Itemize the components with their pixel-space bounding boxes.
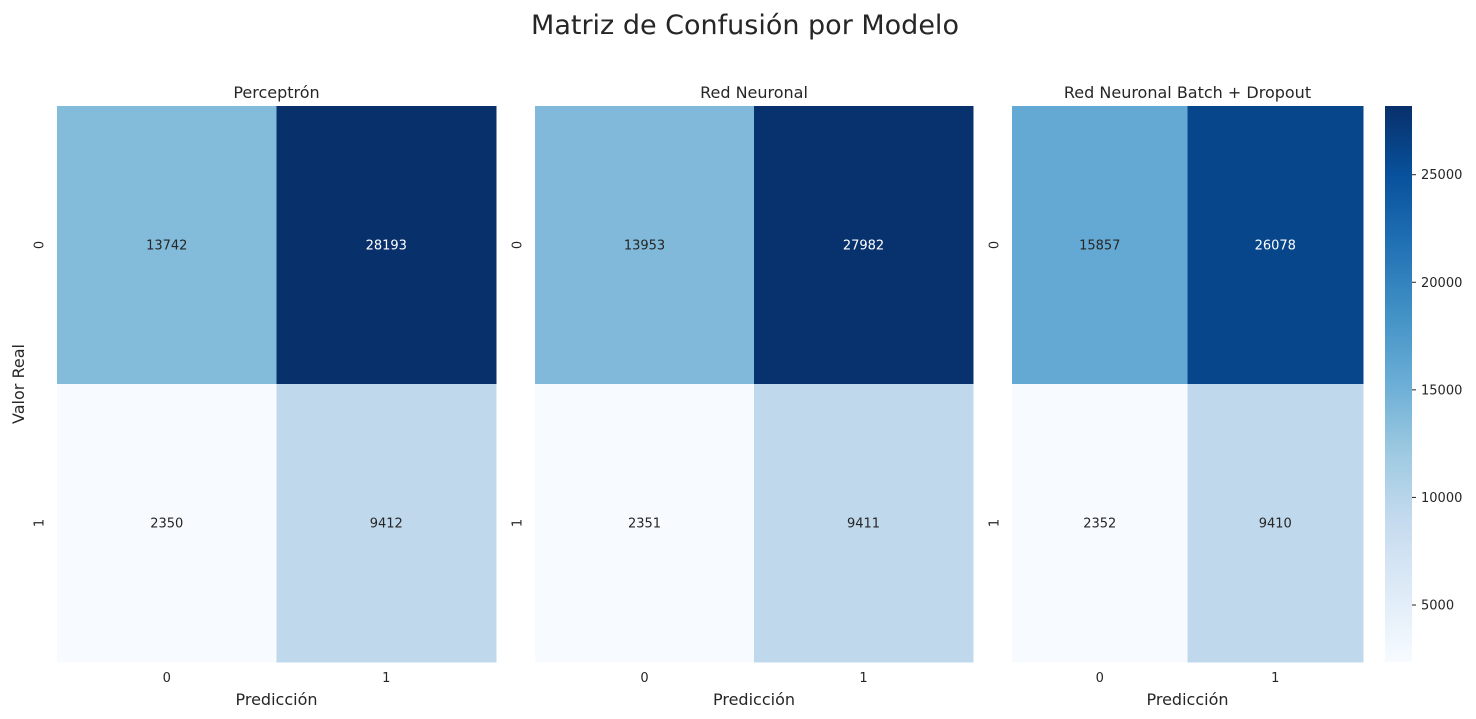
heatmap-cell bbox=[57, 106, 277, 385]
cell-value-label: 15857 bbox=[1079, 239, 1120, 254]
heatmap-cell bbox=[1187, 106, 1364, 385]
x-tick-label: 0 bbox=[1096, 671, 1104, 686]
panel-title: Red Neuronal bbox=[700, 83, 808, 102]
x-axis-label: Predicción bbox=[713, 690, 795, 709]
colorbar-tick-label: 25000 bbox=[1421, 168, 1462, 183]
y-tick-label: 0 bbox=[511, 241, 526, 249]
cell-value-label: 9411 bbox=[847, 517, 880, 532]
cell-value-label: 9412 bbox=[370, 517, 403, 532]
cell-value-label: 28193 bbox=[366, 239, 407, 254]
heatmap-cell bbox=[57, 384, 277, 663]
y-tick-label: 0 bbox=[988, 241, 1003, 249]
cell-value-label: 27982 bbox=[843, 239, 884, 254]
heatmap-cell bbox=[1187, 384, 1364, 663]
cell-value-label: 2352 bbox=[1083, 517, 1116, 532]
x-tick-label: 1 bbox=[382, 671, 390, 686]
x-tick-label: 1 bbox=[1271, 671, 1279, 686]
heatmap-cell bbox=[1012, 384, 1188, 663]
colorbar-tick-label: 5000 bbox=[1421, 598, 1454, 613]
figure-title: Matriz de Confusión por Modelo bbox=[531, 10, 959, 41]
colorbar-tick-label: 10000 bbox=[1421, 491, 1462, 506]
x-tick-label: 1 bbox=[859, 671, 867, 686]
heatmap-cell bbox=[535, 384, 755, 663]
y-tick-label: 1 bbox=[33, 519, 48, 527]
y-tick-label: 0 bbox=[33, 241, 48, 249]
x-tick-label: 0 bbox=[163, 671, 171, 686]
x-axis-label: Predicción bbox=[235, 690, 317, 709]
heatmap-panel-2: Red Neuronal 13953 27982 2351 9411 0 1 0 1 Predic… bbox=[511, 83, 974, 709]
panel-title: Red Neuronal Batch + Dropout bbox=[1064, 83, 1311, 102]
cell-value-label: 2351 bbox=[628, 517, 661, 532]
heatmap-panel-3: Red Neuronal Batch + Dropout 15857 26078 23… bbox=[988, 83, 1364, 709]
panel-title: Perceptrón bbox=[233, 83, 319, 102]
y-axis-label: Valor Real bbox=[9, 344, 28, 424]
x-axis-label: Predicción bbox=[1146, 690, 1228, 709]
heatmap-cell bbox=[754, 106, 974, 385]
colorbar-gradient bbox=[1385, 106, 1412, 662]
x-tick-label: 0 bbox=[640, 671, 648, 686]
heatmap-cell bbox=[754, 384, 974, 663]
colorbar-tick-label: 20000 bbox=[1421, 276, 1462, 291]
colorbar-tick-label: 15000 bbox=[1421, 383, 1462, 398]
heatmap-cell bbox=[276, 384, 497, 663]
cell-value-label: 13953 bbox=[624, 239, 665, 254]
cell-value-label: 26078 bbox=[1255, 239, 1296, 254]
heatmap-panel-1: Perceptrón 13742 28193 2350 9412 0 1 0 1 Predicci… bbox=[9, 83, 497, 709]
cell-value-label: 2350 bbox=[150, 517, 183, 532]
colorbar: 5000 10000 15000 20000 25000 bbox=[1385, 106, 1462, 662]
y-tick-label: 1 bbox=[988, 519, 1003, 527]
heatmap-cell bbox=[535, 106, 755, 385]
heatmap-cell bbox=[1012, 106, 1188, 385]
panels-layer: Perceptrón 13742 28193 2350 9412 0 1 0 1 Predicci… bbox=[9, 83, 1364, 709]
cell-value-label: 9410 bbox=[1259, 517, 1292, 532]
y-tick-label: 1 bbox=[511, 519, 526, 527]
heatmap-cell bbox=[276, 106, 497, 385]
cell-value-label: 13742 bbox=[146, 239, 187, 254]
